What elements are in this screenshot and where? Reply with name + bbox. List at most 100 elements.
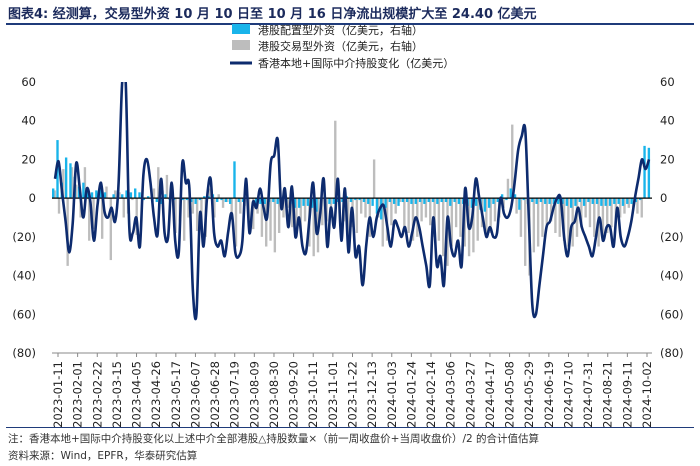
allocation-bar [457,198,461,204]
source-note: 资料来源：Wind，EPFR，华泰研究估算 [8,450,198,462]
trading-bar [437,198,441,241]
allocation-bar [341,198,344,203]
allocation-bar [505,198,508,201]
trading-bar [502,198,505,208]
allocation-bar [99,188,102,199]
y-tick-label: 20 [660,152,675,166]
allocation-bar [453,198,456,203]
allocation-bar [401,198,405,203]
x-tick-label: 2024-05-29 [522,361,536,428]
trading-bar [122,198,125,218]
trading-bar [355,198,359,233]
x-axis: 2023-01-11 2023-02-01 2023-02-22 2023-03-15… [51,352,654,428]
allocation-bar [397,198,400,206]
allocation-bar [548,198,551,204]
allocation-bar [569,198,573,208]
y-tick-label: (60) [660,307,684,321]
allocation-bar [431,198,435,203]
allocation-bar [181,198,184,201]
x-tick-label: 2024-04-17 [483,361,497,428]
trading-bar [299,198,302,233]
trading-bar [472,198,475,253]
x-tick-label: 2024-01-03 [385,361,399,428]
allocation-bar [64,157,68,199]
allocation-bar [293,198,297,208]
trading-bar [221,198,225,208]
x-tick-label: 2024-08-21 [601,361,615,428]
trading-bar [62,169,65,199]
allocation-bar [518,198,521,210]
trading-bar [195,198,199,232]
allocation-bar [220,198,223,201]
allocation-bar [207,196,210,199]
y-tick-label: 60 [660,75,675,89]
trading-bar [536,198,540,247]
trading-bar [506,178,510,199]
allocation-bar [587,198,590,203]
trading-bar [424,198,428,218]
trading-bar [567,198,570,247]
chart-legend: 港股配置型外资（亿美元，右轴） 港股交易型外资（亿美元，右轴） 香港本地+国际中介持… [230,23,454,70]
x-tick-label: 2023-11-22 [346,361,360,428]
allocation-bar [414,198,417,204]
legend-label: 香港本地+国际中介持股变化（亿美元） [258,56,454,70]
x-tick-label: 2024-09-11 [620,361,634,428]
allocation-bar [492,198,495,204]
allocation-bar [332,198,335,204]
x-tick-label: 2024-01-24 [404,361,418,428]
trading-bar [265,198,268,247]
allocation-bar [600,198,603,206]
trading-bar [165,174,169,199]
y-axis-right: 60 40 20 0 (20) (40) (60) (80) [660,75,684,360]
allocation-bar [86,192,89,199]
trading-bar [273,198,277,253]
trading-bar [83,167,87,199]
trading-bar [524,198,527,266]
trading-bar [277,198,281,233]
trading-bar [131,198,134,201]
trading-bar [75,184,78,199]
trading-bar [558,198,561,237]
allocation-bar [647,147,651,199]
trading-bar [519,198,523,237]
trading-bar [157,167,160,199]
allocation-bar [298,198,301,208]
y-tick-label: (60) [12,307,36,321]
allocation-bar [354,198,357,201]
x-tick-label: 2024-03-06 [444,361,458,428]
allocation-bar [328,198,331,204]
trading-bar [442,198,445,257]
trading-bar [295,198,298,237]
x-tick-label: 2024-03-27 [463,361,477,428]
allocation-bar [557,198,560,204]
y-tick-label: 60 [21,75,36,89]
x-tick-label: 2024-10-02 [640,361,654,428]
trading-bar [515,198,518,214]
trading-bar [183,198,186,241]
y-tick-label: (80) [660,346,684,360]
allocation-bar [617,198,620,204]
trading-bar [364,198,367,218]
allocation-bar [487,198,491,208]
allocation-bar [634,198,638,203]
trading-bar [532,198,536,253]
allocation-bar [639,198,642,201]
allocation-bar [371,198,374,206]
allocation-bar [82,182,85,199]
trading-bar [485,198,488,237]
x-tick-label: 2023-08-09 [247,361,261,428]
trading-bar [390,198,393,226]
x-tick-label: 2023-03-15 [110,361,124,428]
x-tick-label: 2024-05-08 [503,361,517,428]
allocation-bar [393,198,396,204]
trading-bar [450,198,454,247]
trading-bar [100,198,104,239]
allocation-bar [621,198,625,206]
trading-bar [57,198,61,214]
trading-bar [109,198,112,261]
allocation-bar [237,198,240,203]
allocation-bar [362,198,366,203]
trading-bar [403,198,406,228]
trading-bar [329,198,333,214]
